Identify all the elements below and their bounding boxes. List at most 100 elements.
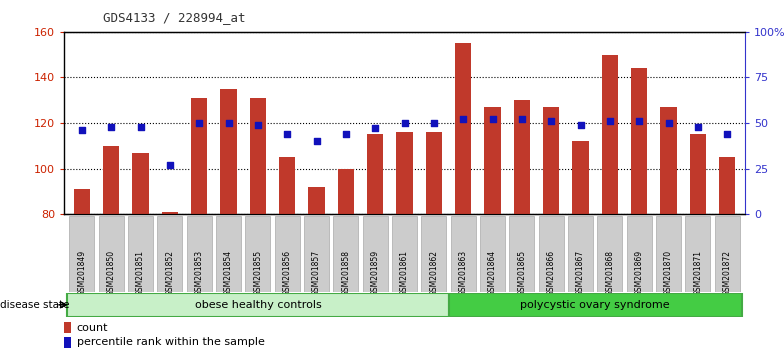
Text: disease state: disease state xyxy=(0,300,70,310)
Text: GSM201864: GSM201864 xyxy=(488,250,497,296)
Text: GSM201853: GSM201853 xyxy=(194,250,204,296)
Bar xyxy=(162,212,178,214)
Point xyxy=(691,124,704,130)
Point xyxy=(369,126,382,131)
Bar xyxy=(187,216,212,292)
Bar xyxy=(568,216,593,292)
Text: GSM201858: GSM201858 xyxy=(341,250,350,296)
Bar xyxy=(626,216,652,292)
Bar xyxy=(367,135,383,214)
Point xyxy=(252,122,264,128)
Bar xyxy=(99,216,124,292)
Bar xyxy=(64,322,71,333)
Point xyxy=(574,122,586,128)
Point xyxy=(721,131,734,137)
Point xyxy=(486,116,499,122)
Bar xyxy=(338,169,354,214)
Point xyxy=(662,120,675,126)
Bar xyxy=(250,98,266,214)
Bar xyxy=(74,189,90,214)
Bar xyxy=(103,146,119,214)
Bar xyxy=(363,216,387,292)
Text: GSM201854: GSM201854 xyxy=(224,250,233,296)
Text: GDS4133 / 228994_at: GDS4133 / 228994_at xyxy=(103,11,246,24)
Text: polycystic ovary syndrome: polycystic ovary syndrome xyxy=(521,300,670,310)
Text: count: count xyxy=(77,322,108,332)
Bar xyxy=(448,293,742,317)
Bar xyxy=(426,132,442,214)
Bar xyxy=(132,153,149,214)
Text: GSM201849: GSM201849 xyxy=(78,250,86,296)
Text: GSM201869: GSM201869 xyxy=(635,250,644,296)
Bar xyxy=(539,216,564,292)
Bar xyxy=(485,107,501,214)
Point xyxy=(516,116,528,122)
Bar xyxy=(128,216,153,292)
Point xyxy=(604,118,616,124)
Bar xyxy=(158,216,183,292)
Point xyxy=(75,127,88,133)
Bar xyxy=(719,157,735,214)
Bar xyxy=(572,141,589,214)
Bar xyxy=(308,187,325,214)
Bar xyxy=(451,216,476,292)
Text: GSM201855: GSM201855 xyxy=(253,250,263,296)
Bar xyxy=(631,68,648,214)
Point xyxy=(281,131,293,137)
Text: GSM201863: GSM201863 xyxy=(459,250,468,296)
Point xyxy=(164,162,176,168)
Bar xyxy=(397,132,412,214)
Bar xyxy=(64,337,71,348)
Text: percentile rank within the sample: percentile rank within the sample xyxy=(77,337,264,348)
Bar xyxy=(274,216,299,292)
Bar xyxy=(543,107,559,214)
Bar xyxy=(422,216,446,292)
Bar xyxy=(480,216,505,292)
Bar xyxy=(245,216,270,292)
Text: GSM201852: GSM201852 xyxy=(165,250,174,296)
Text: GSM201866: GSM201866 xyxy=(546,250,556,296)
Bar xyxy=(656,216,681,292)
Bar xyxy=(690,135,706,214)
Text: GSM201859: GSM201859 xyxy=(371,250,379,296)
Text: GSM201862: GSM201862 xyxy=(430,250,438,296)
Bar xyxy=(597,216,622,292)
Text: GSM201870: GSM201870 xyxy=(664,250,673,296)
Point xyxy=(633,118,645,124)
Point xyxy=(457,116,470,122)
Point xyxy=(223,120,235,126)
Bar xyxy=(304,216,329,292)
Point xyxy=(398,120,411,126)
Point xyxy=(545,118,557,124)
Bar xyxy=(333,216,358,292)
Bar xyxy=(602,55,618,214)
Bar xyxy=(685,216,710,292)
Bar xyxy=(715,216,739,292)
Text: GSM201867: GSM201867 xyxy=(576,250,585,296)
Bar xyxy=(220,89,237,214)
Text: GSM201851: GSM201851 xyxy=(136,250,145,296)
Bar xyxy=(191,98,207,214)
Point xyxy=(105,124,118,130)
Text: GSM201850: GSM201850 xyxy=(107,250,116,296)
Bar xyxy=(660,107,677,214)
Bar xyxy=(216,216,241,292)
Text: GSM201871: GSM201871 xyxy=(693,250,702,296)
Text: GSM201865: GSM201865 xyxy=(517,250,526,296)
Point xyxy=(310,138,323,144)
Bar xyxy=(279,157,296,214)
Text: obese healthy controls: obese healthy controls xyxy=(194,300,321,310)
Bar xyxy=(514,100,530,214)
Bar xyxy=(456,43,471,214)
Point xyxy=(193,120,205,126)
Text: GSM201868: GSM201868 xyxy=(605,250,615,296)
Bar xyxy=(70,216,94,292)
Text: GSM201872: GSM201872 xyxy=(723,250,731,296)
Bar xyxy=(392,216,417,292)
Bar xyxy=(510,216,535,292)
Text: GSM201861: GSM201861 xyxy=(400,250,409,296)
Bar xyxy=(67,293,448,317)
Point xyxy=(427,120,440,126)
Point xyxy=(134,124,147,130)
Text: GSM201856: GSM201856 xyxy=(283,250,292,296)
